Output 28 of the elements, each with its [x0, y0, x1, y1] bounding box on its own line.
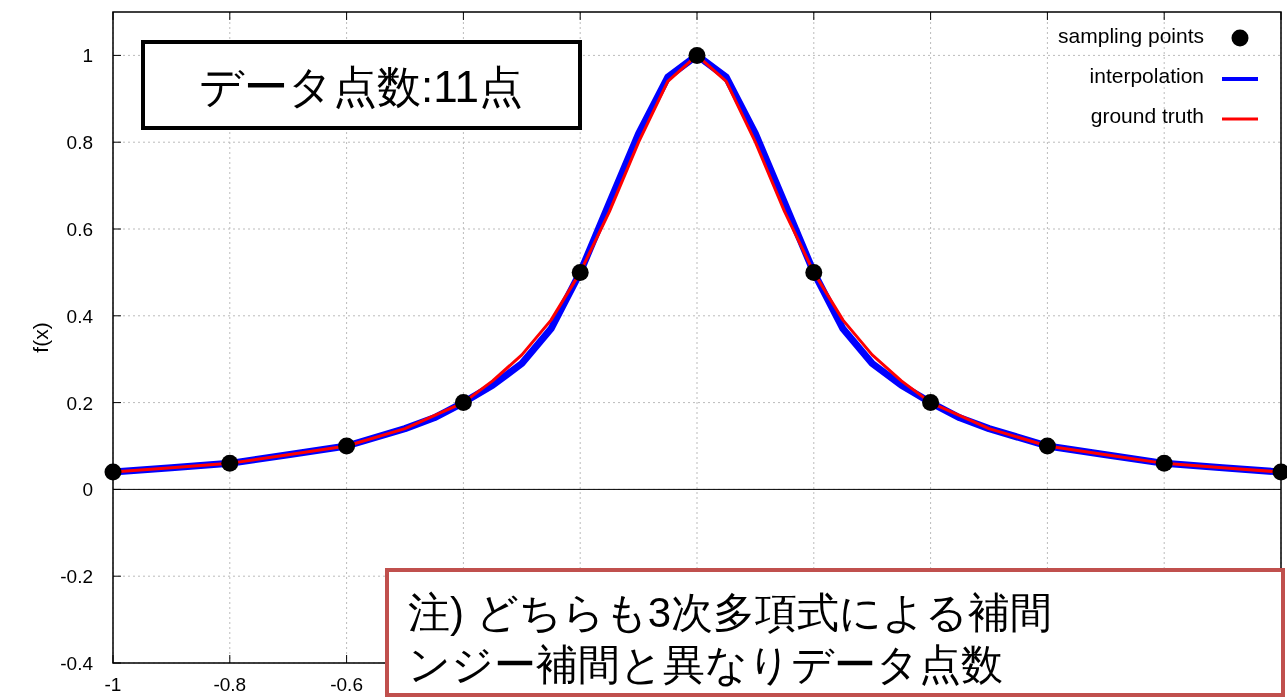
- point: [1038, 437, 1056, 455]
- y-tick-label: 0: [82, 479, 93, 501]
- point: [104, 463, 122, 481]
- point: [805, 263, 823, 281]
- y-tick-label: 0.4: [66, 305, 94, 327]
- y-tick-label: 1: [82, 45, 93, 67]
- y-axis-title: f(x): [29, 322, 52, 353]
- legend-label: ground truth: [1090, 104, 1204, 127]
- x-tick-label: -0.6: [330, 674, 363, 695]
- point: [454, 394, 472, 412]
- legend-label: sampling points: [1058, 24, 1204, 47]
- annotation: 注) どちらも3次多項式による補間: [408, 589, 1053, 636]
- point: [688, 46, 706, 64]
- y-tick-label: -0.4: [60, 653, 94, 674]
- y-tick-label: 0.6: [66, 219, 93, 240]
- y-tick-label: 0.8: [66, 132, 93, 154]
- point: [338, 437, 356, 455]
- annotation: データ点数:11点: [199, 62, 523, 111]
- point: [1155, 454, 1173, 472]
- y-tick-label: -0.2: [60, 566, 93, 588]
- x-tick-label: -1: [104, 674, 122, 695]
- point: [922, 394, 940, 412]
- legend-label: interpolation: [1089, 64, 1204, 87]
- point: [221, 454, 239, 472]
- annotation: ンジー補間と異なりデータ点数: [408, 641, 1003, 688]
- x-tick-label: -0.8: [213, 674, 247, 695]
- y-tick-label: 0.2: [66, 392, 93, 414]
- point: [571, 263, 589, 281]
